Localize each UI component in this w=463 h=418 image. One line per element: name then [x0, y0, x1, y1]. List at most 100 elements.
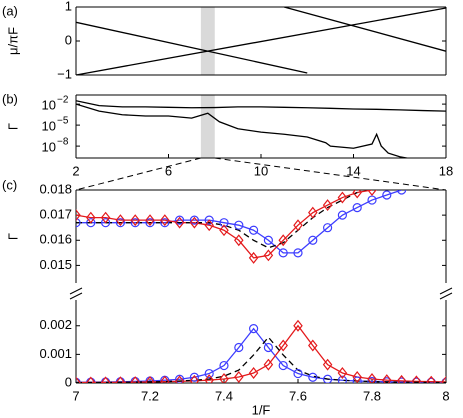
x-tick-label: 10 [254, 163, 268, 178]
break-mark [439, 292, 453, 300]
circle-marker [130, 218, 140, 228]
diamond-marker [160, 375, 170, 383]
diamond-marker [248, 367, 259, 379]
diamond-marker [396, 374, 407, 383]
diamond-marker [115, 376, 126, 383]
diamond-marker [174, 375, 185, 383]
diamond-marker [411, 375, 422, 383]
diamond-marker [160, 214, 170, 227]
diamond-marker [76, 376, 81, 383]
x-tick-label: 7.6 [289, 388, 307, 403]
panel-label: (c) [2, 177, 17, 192]
diamond-marker [293, 219, 303, 232]
panel-label: (a) [2, 3, 18, 18]
y-tick-label: 0 [65, 32, 72, 47]
circle-marker [293, 248, 303, 258]
circle-marker [160, 218, 170, 228]
circle-marker [308, 235, 318, 245]
y-tick-label: 10 [42, 140, 56, 155]
break-mark [69, 292, 83, 300]
circle-marker [278, 360, 288, 371]
circle-marker [382, 190, 392, 200]
circle-marker [249, 324, 259, 334]
y-tick-exponent: −2 [57, 95, 69, 106]
diamond-marker [174, 216, 185, 229]
diamond-marker [204, 219, 214, 232]
y-tick-label: 1 [65, 0, 72, 13]
diamond-marker [219, 224, 229, 237]
x-tick-label: 18 [439, 163, 453, 178]
diamond-marker [441, 375, 446, 383]
x-tick-label: 7.2 [141, 388, 159, 403]
circle-marker [337, 375, 347, 383]
y-tick-label: 10 [42, 98, 56, 113]
y-tick-label: 0.018 [39, 181, 72, 196]
y-tick-label: 0.001 [39, 346, 72, 361]
diamond-marker [352, 190, 362, 199]
diamond-marker [322, 199, 333, 212]
diamond-marker [382, 374, 392, 383]
diamond-marker [76, 209, 81, 222]
series-line [283, 7, 446, 52]
diamond-marker [130, 214, 140, 227]
diamond-marker [367, 190, 377, 196]
plot-area [76, 319, 446, 383]
circle-marker [308, 372, 318, 382]
series-line [76, 327, 446, 383]
y-tick-label: 10 [42, 119, 56, 134]
diamond-marker [308, 339, 318, 352]
diamond-marker [308, 206, 318, 219]
plot-area [76, 100, 446, 158]
break-mark [439, 287, 453, 295]
x-tick-label: 14 [346, 163, 360, 178]
zoom-connector [75, 157, 201, 191]
y-tick-label: 0.017 [39, 207, 72, 222]
circle-marker [278, 248, 288, 258]
y-tick-exponent: −5 [57, 116, 69, 127]
diamond-marker [100, 211, 111, 224]
x-tick-label: 7 [72, 388, 79, 403]
circle-marker [382, 377, 392, 383]
panel-label: (b) [2, 91, 18, 106]
diamond-marker [426, 375, 436, 383]
x-tick-label: 8 [442, 388, 449, 403]
circle-marker [234, 220, 244, 230]
circle-marker [397, 377, 407, 383]
diamond-marker [189, 374, 200, 383]
circle-marker [352, 202, 362, 213]
diamond-marker [322, 358, 333, 371]
circle-marker [323, 223, 333, 233]
circle-marker [86, 218, 96, 228]
diamond-marker [115, 214, 126, 227]
y-axis-label: μ/πF [5, 27, 20, 55]
diamond-marker [293, 319, 303, 332]
plot-area [76, 7, 446, 75]
y-axis-label: Γ [5, 233, 20, 240]
circle-marker [263, 235, 273, 245]
circle-marker [189, 215, 199, 225]
x-tick-label: 6 [165, 163, 172, 178]
circle-marker [175, 215, 185, 225]
circle-marker [323, 374, 333, 383]
diamond-marker [263, 249, 274, 262]
circle-marker [145, 218, 155, 228]
series-line [76, 324, 446, 383]
circle-marker [367, 195, 377, 205]
plot-area [76, 190, 407, 264]
circle-marker [337, 210, 347, 220]
y-tick-label: 0 [65, 374, 72, 389]
diamond-marker [145, 214, 155, 227]
circle-marker [367, 376, 377, 383]
y-tick-label: −1 [57, 66, 72, 81]
circle-marker [219, 218, 229, 228]
series-line [76, 103, 411, 158]
circle-marker [175, 374, 185, 383]
circle-marker [204, 368, 214, 379]
diamond-marker [130, 376, 140, 383]
diamond-marker [204, 374, 214, 383]
diamond-marker [234, 234, 244, 247]
diamond-marker [367, 373, 377, 383]
circle-marker [115, 218, 126, 228]
diamond-marker [337, 191, 348, 204]
